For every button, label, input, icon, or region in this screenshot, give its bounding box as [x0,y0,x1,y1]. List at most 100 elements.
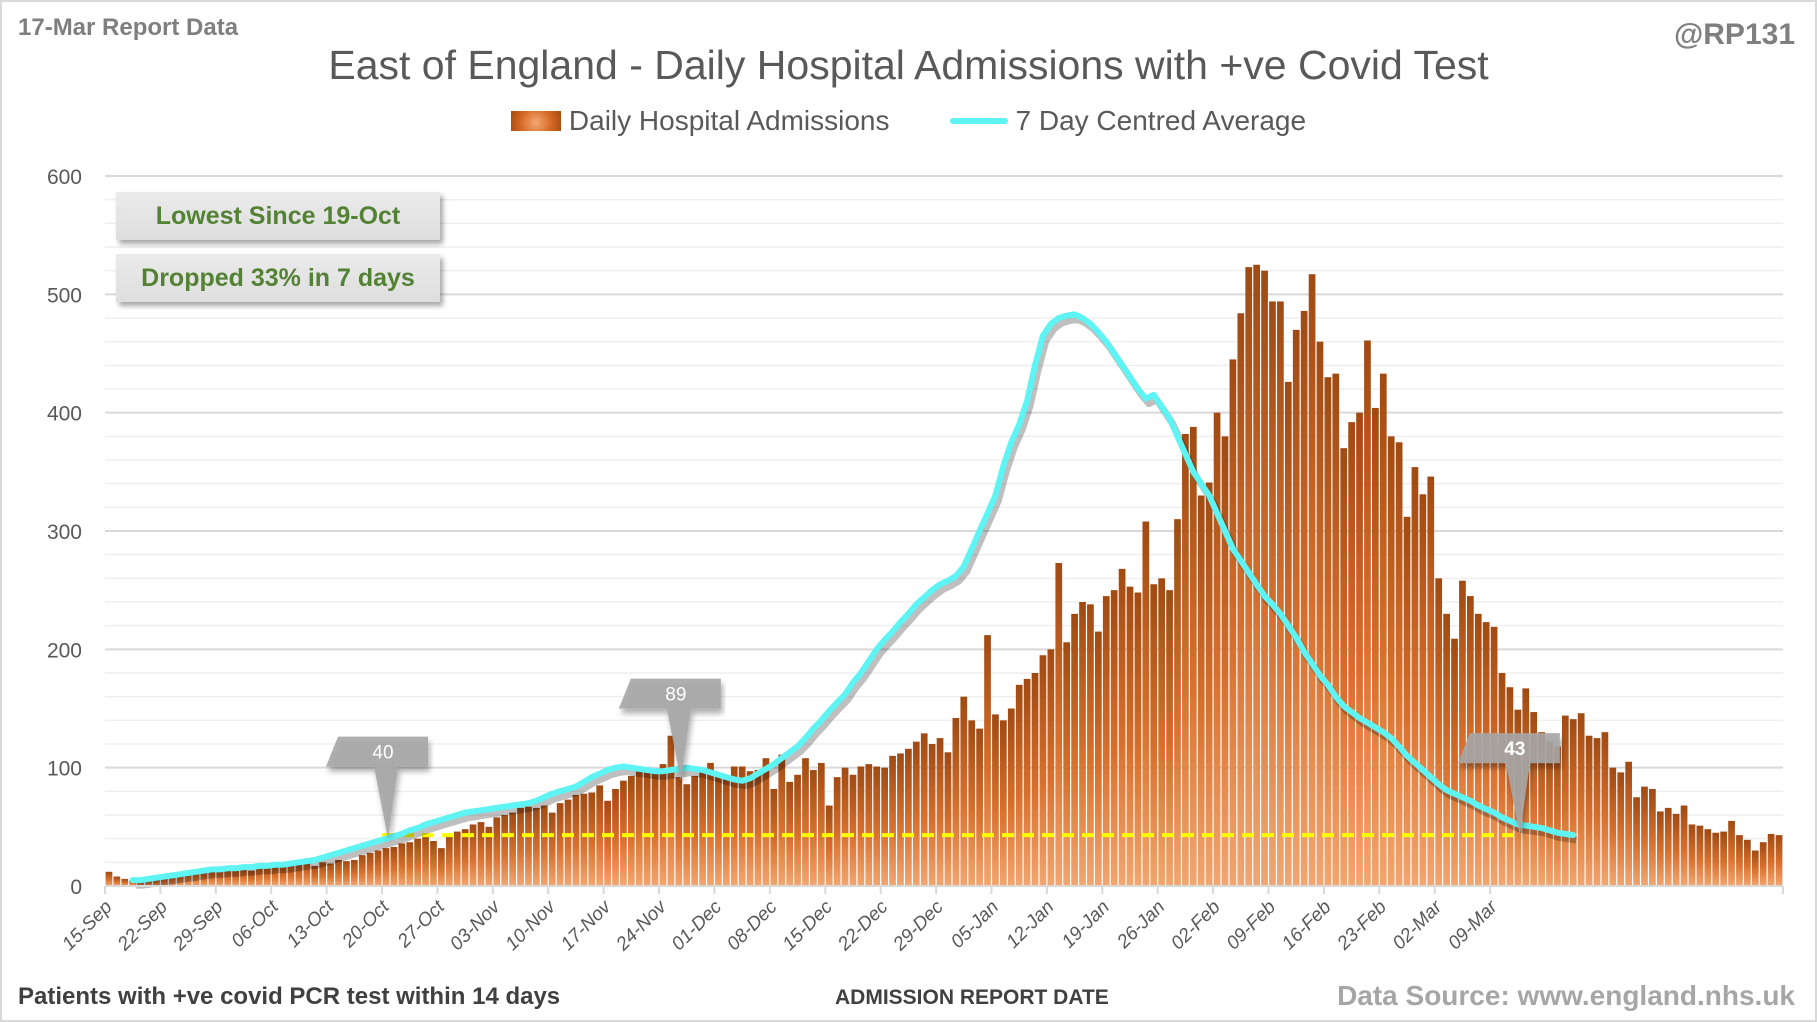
bar [216,868,224,886]
bar [1150,584,1158,886]
bar [1427,476,1435,886]
bar [1063,642,1071,886]
legend-label-daily-admissions: Daily Hospital Admissions [568,105,890,136]
bar [1411,467,1419,886]
legend-item-7day-average: 7 Day Centred Average [949,105,1307,137]
bar [746,771,754,886]
bar [414,838,422,886]
bar [406,842,414,886]
bar [699,770,706,886]
bar [1593,738,1601,886]
y-tick-label: 600 [47,166,82,189]
bar [200,870,208,886]
bar [279,865,287,886]
bar [1546,741,1553,886]
callout-label: 89 [665,685,686,706]
bar [976,728,983,886]
bar [897,753,904,886]
bar [168,875,176,886]
bar [1767,833,1775,886]
x-tick-label: 05-Jan [947,897,1003,953]
x-tick-label: 20-Oct [338,896,394,952]
bar [145,880,152,886]
callout-shape [325,736,428,839]
bar [1047,649,1055,886]
bar [1554,746,1561,886]
bar [1182,433,1189,886]
bar [1197,495,1205,886]
callout-40: 40 [325,736,428,839]
bar [1277,301,1284,886]
bar [271,864,279,886]
x-tick-label: 08-Dec [723,896,782,955]
bar [335,859,342,886]
bar [794,774,801,886]
bar [1000,720,1007,886]
bar [263,865,271,886]
bar [1451,638,1458,886]
bar [525,806,532,886]
bar [485,826,493,886]
x-tick-label: 22-Sep [113,897,172,956]
bar [224,868,232,886]
bar [1498,673,1506,886]
x-tick-label: 22-Dec [833,896,892,955]
bar [1387,436,1395,886]
bar [865,764,873,886]
bar [461,829,469,886]
bar [1055,562,1063,886]
note-lowest-since: Lowest Since 19-Oct [116,192,440,240]
bar [1300,310,1308,886]
x-tick-label: 24-Nov [612,896,672,956]
bar [1688,824,1696,886]
bar [366,852,374,886]
bar [802,758,809,886]
x-tick-label: 23-Feb [1333,897,1391,955]
bar [905,748,912,886]
bar [1561,715,1569,886]
bar [770,788,778,886]
y-tick-label: 100 [47,758,82,781]
bar [612,788,619,886]
bar-swatch-icon [510,111,561,131]
x-tick-label: 09-Feb [1223,897,1280,954]
bar [374,850,382,886]
bar [161,877,168,886]
bar [1609,767,1617,886]
bar [1641,786,1648,886]
bar [509,812,516,886]
bar [1506,687,1514,886]
x-tick-label: 26-Jan [1113,897,1170,954]
x-tick-label: 15-Dec [779,896,838,955]
bar [707,762,714,886]
bar [548,812,556,886]
bar [596,785,604,886]
bar [627,775,635,886]
x-tick-label: 10-Nov [502,896,561,955]
bar [469,824,477,886]
bar [319,862,327,886]
bar [1728,820,1735,886]
bar [1704,829,1712,886]
bar [1649,788,1656,886]
bar [192,870,200,886]
bar [1174,519,1181,886]
bar [445,833,453,886]
x-tick-label: 17-Nov [557,896,616,955]
callout-89: 89 [618,678,721,781]
bar [1031,673,1039,886]
bar [1253,264,1261,886]
report-date-label: 17-Mar Report Data [18,14,239,41]
bar [1237,313,1245,886]
bar [113,876,121,886]
legend-label-7day-average: 7 Day Centred Average [1015,105,1307,136]
bar [1221,436,1229,886]
bar [817,762,825,886]
bar [1340,448,1348,886]
bar [350,859,358,886]
bar [1166,590,1173,886]
bar [533,807,540,886]
bar [1538,732,1545,886]
